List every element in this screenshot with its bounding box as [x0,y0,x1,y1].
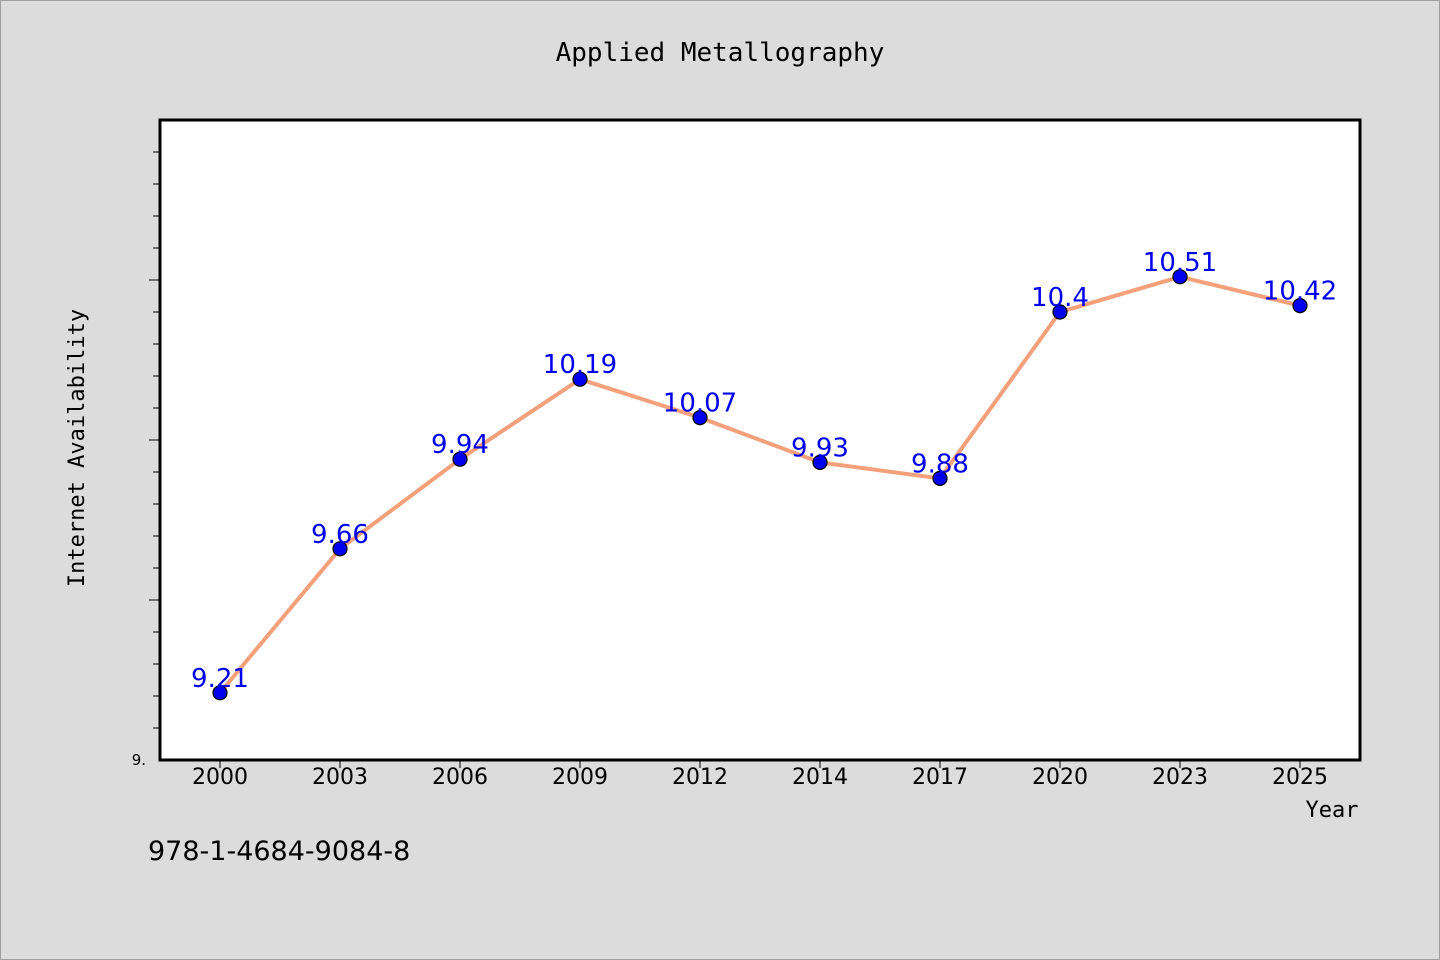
plot-area [158,118,1362,762]
y-axis-label: Internet Availability [65,309,90,587]
y-tick-label: 9. [132,751,146,769]
data-point [452,451,468,467]
data-point [692,410,708,426]
series-layer [212,269,1308,701]
x-tick-label: 2000 [192,765,248,790]
x-tick-label: 2025 [1272,765,1328,790]
x-tick-label: 2017 [912,765,968,790]
x-tick-label: 2014 [792,765,848,790]
data-labels: 9.21 9.66 9.94 10.19 10.07 9.93 9.88 10.4 10.51 1… [191,248,1337,694]
x-tick-label: 2023 [1152,765,1208,790]
chart-title: Applied Metallography [556,38,885,68]
data-label: 10.51 [1143,248,1217,278]
x-tick-label: 2003 [312,765,368,790]
data-label: 10.42 [1263,277,1337,307]
data-point [932,470,948,486]
data-point [332,541,348,557]
data-label: 9.66 [311,520,369,550]
data-point [1292,298,1308,314]
data-label: 10.19 [543,350,617,380]
isbn-code: 978-1-4684-9084-8 [148,836,411,867]
y-axis-ticks: 9. [132,151,160,769]
data-point [812,454,828,470]
data-label: 10.4 [1031,283,1089,313]
x-tick-label: 2020 [1032,765,1088,790]
x-tick-label: 2012 [672,765,728,790]
data-label: 9.93 [791,433,849,463]
series-line [218,274,1302,695]
data-label: 9.94 [431,430,489,460]
data-label: 9.21 [191,664,249,694]
data-label: 9.88 [911,449,969,479]
x-tick-label: 2009 [552,765,608,790]
data-point [1172,269,1188,285]
data-point [1052,304,1068,320]
data-label: 10.07 [663,389,737,419]
x-axis-ticks: 2000 2003 2006 2009 2012 2014 2017 2020 2023 2025 [192,760,1328,790]
data-point [572,371,588,387]
x-axis-label: Year [1306,798,1359,823]
x-tick-label: 2006 [432,765,488,790]
data-point [212,685,228,701]
